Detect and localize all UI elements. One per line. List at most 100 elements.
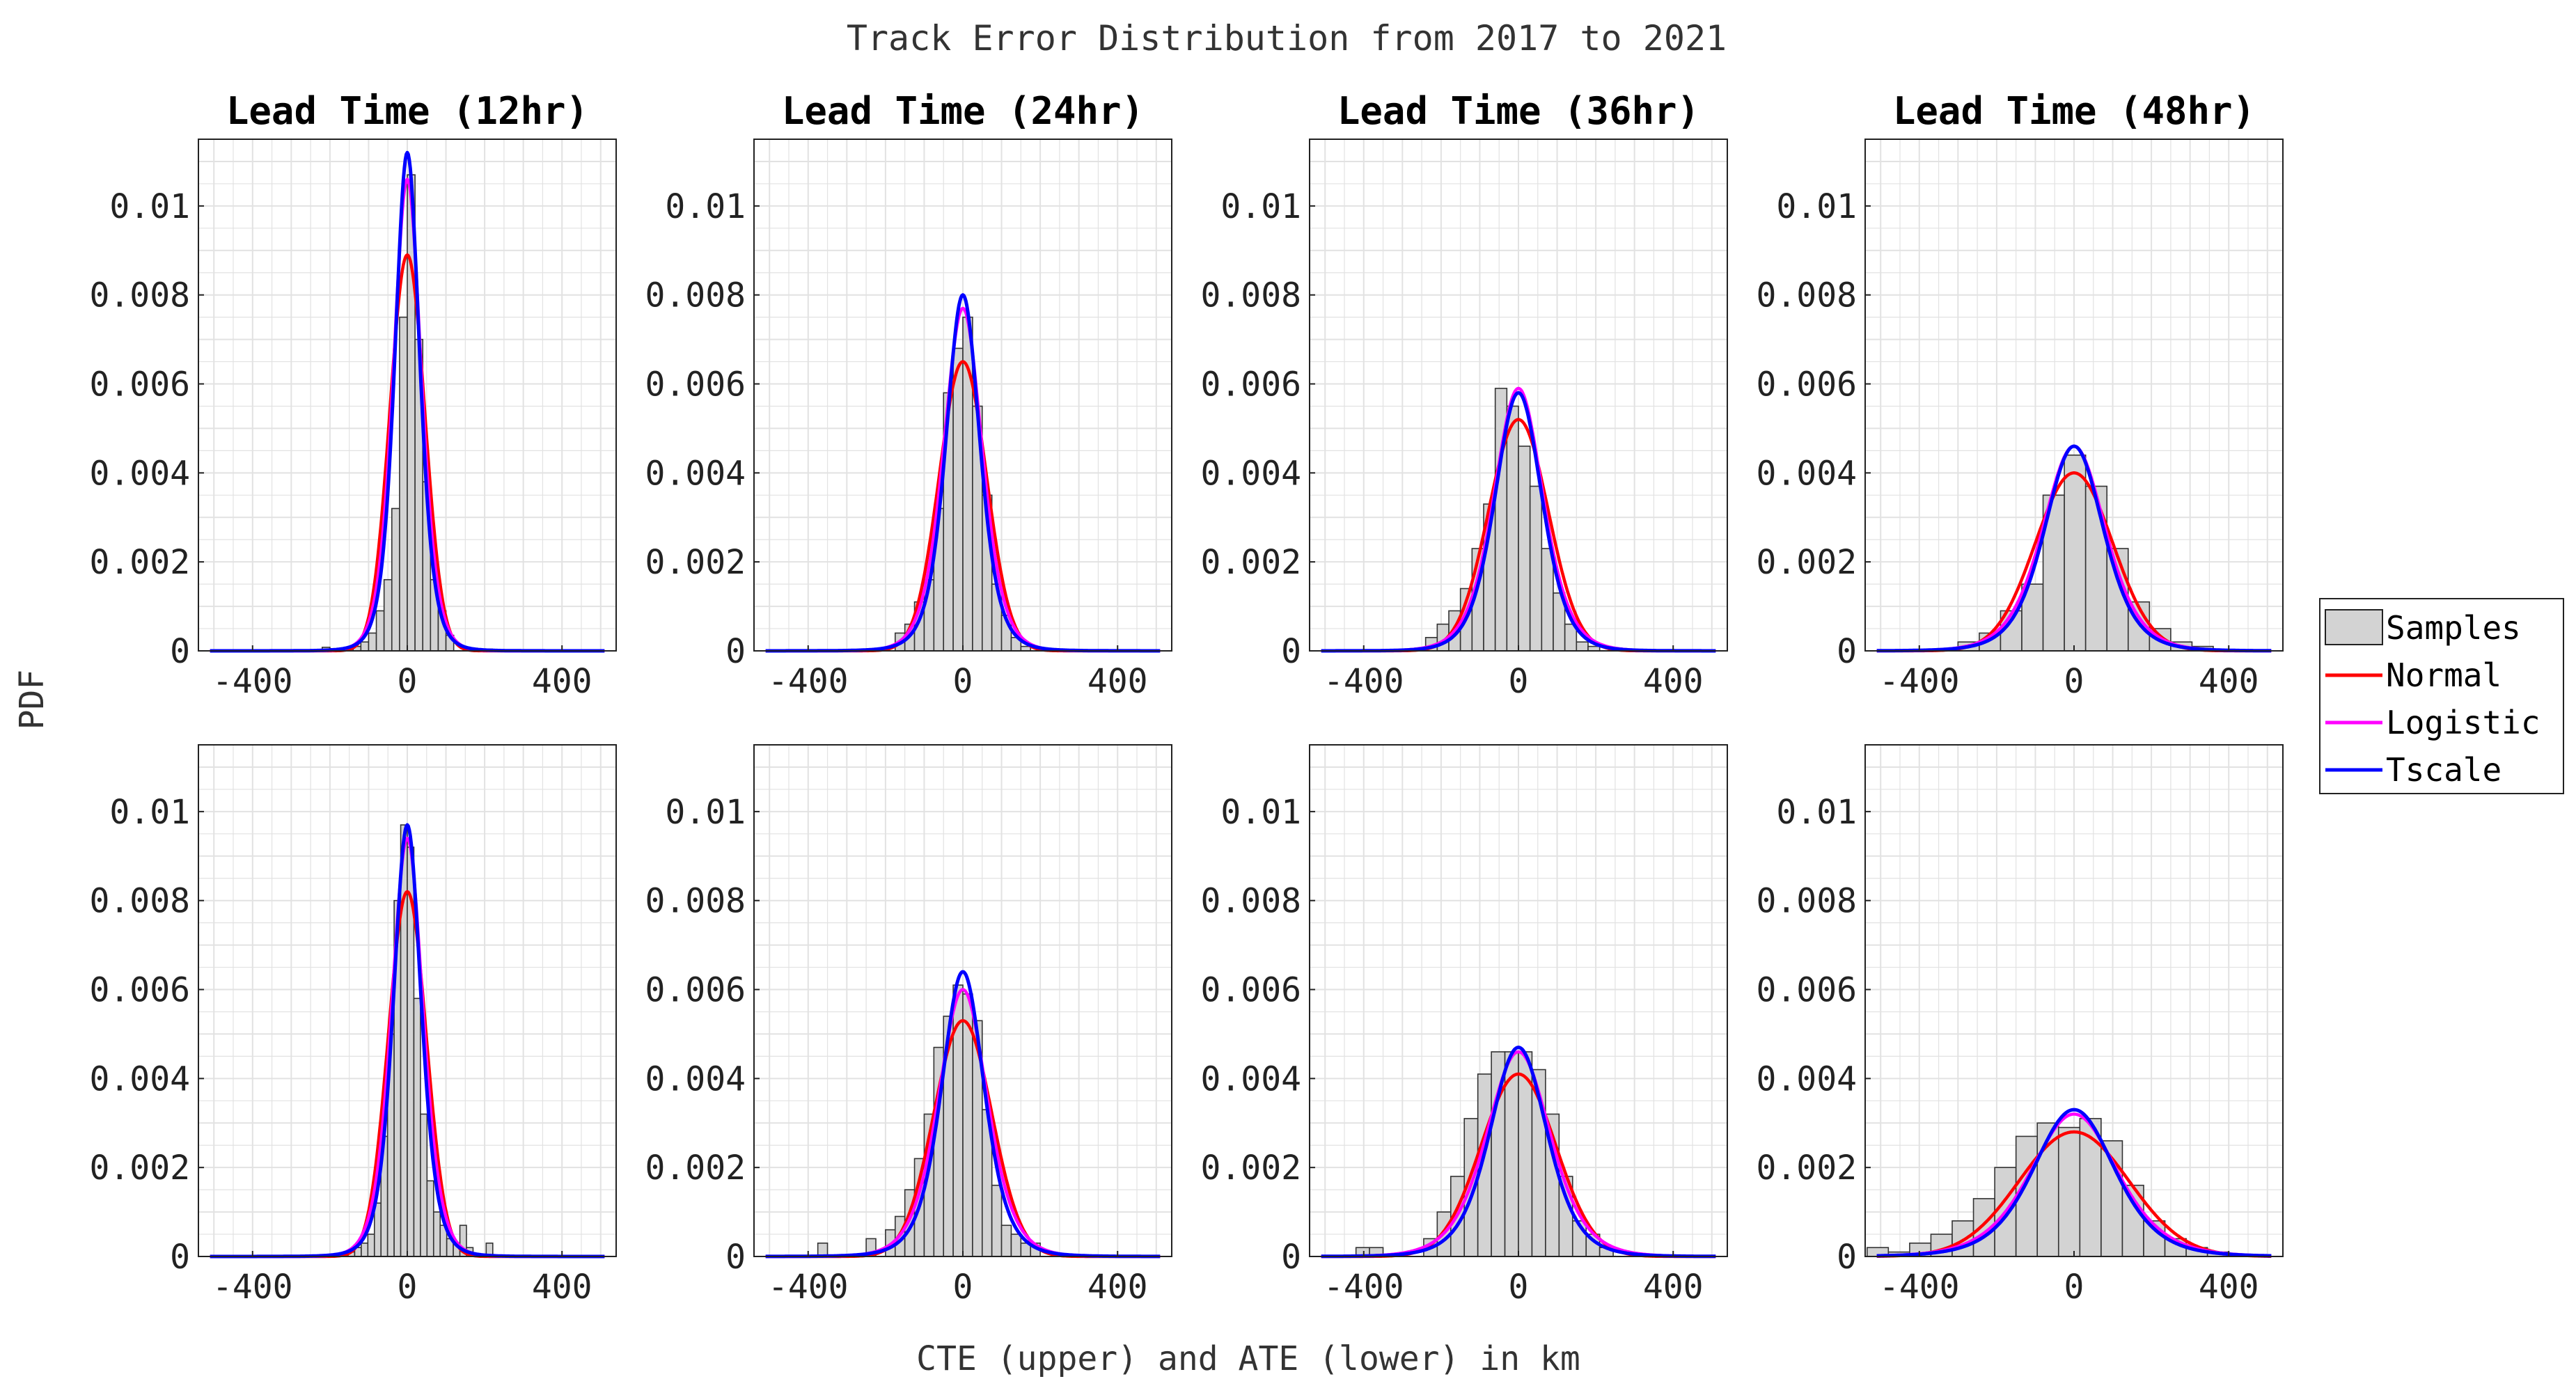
y-tick-label: 0.008: [645, 276, 746, 315]
histogram-bar: [2036, 1122, 2059, 1257]
subplot-grid: 0 0.002 0.004 0.006 0.008 0.01 -400 0 400 Lead Ti…: [90, 89, 2284, 1307]
y-tick-label: 0.008: [90, 276, 191, 315]
y-tick-label: 0.006: [645, 971, 746, 1010]
y-tick-label: 0: [1281, 632, 1301, 671]
histogram-bar: [1576, 641, 1589, 652]
y-tick-label: 0.01: [665, 187, 746, 226]
y-tick-label: 0.002: [645, 1149, 746, 1188]
x-tick-label: -400: [1879, 662, 1960, 701]
legend: Samples Normal Logistic Tscale: [2319, 598, 2564, 794]
legend-label: Samples: [2386, 609, 2521, 647]
x-tick-label: 400: [2199, 662, 2259, 701]
y-tick-label: 0: [170, 632, 190, 671]
x-tick-label: 400: [1087, 662, 1148, 701]
histogram-bar: [361, 1243, 369, 1257]
y-tick-label: 0.006: [1757, 971, 1858, 1010]
histogram-bar: [1506, 405, 1519, 652]
histogram-bar: [391, 507, 400, 652]
histogram-bar: [413, 998, 421, 1257]
subplot-6: 0 0.002 0.004 0.006 0.008 0.01 -400 0 400: [645, 744, 1172, 1307]
figure-title: Track Error Distribution from 2017 to 20…: [847, 18, 1727, 58]
histogram-bar: [1518, 446, 1531, 652]
histogram-bar: [952, 347, 964, 652]
histogram-bar: [2057, 1126, 2081, 1257]
histogram-bar: [426, 1180, 434, 1257]
legend-swatch-samples: [2325, 609, 2383, 645]
y-tick-label: 0: [1837, 632, 1857, 671]
x-tick-label: -400: [1324, 662, 1404, 701]
x-tick-label: 400: [532, 662, 592, 701]
y-tick-label: 0.002: [1757, 1149, 1858, 1188]
histogram-bar: [432, 1211, 441, 1257]
y-tick-label: 0.002: [1757, 543, 1858, 582]
x-tick-label: 0: [953, 662, 973, 701]
legend-label: Tscale: [2386, 751, 2502, 789]
legend-label: Normal: [2386, 656, 2502, 694]
subplot-5: 0 0.002 0.004 0.006 0.008 0.01 -400 0 400: [90, 744, 617, 1307]
y-tick-label: 0.01: [1220, 793, 1301, 832]
curve-tscale: [1320, 1046, 1717, 1259]
curve-tscale: [1876, 444, 2272, 653]
histogram-bar: [400, 824, 408, 1257]
y-tick-label: 0.006: [90, 365, 191, 404]
y-tick-label: 0.002: [645, 543, 746, 582]
y-tick-label: 0.008: [1757, 276, 1858, 315]
curve-tscale: [1876, 1108, 2272, 1258]
y-tick-label: 0.004: [90, 1059, 191, 1098]
histogram-bar: [375, 610, 385, 652]
histogram-bar: [991, 1184, 1003, 1257]
y-tick-label: 0: [170, 1238, 190, 1277]
y-tick-label: 0: [725, 632, 746, 671]
y-tick-label: 0.008: [1201, 882, 1302, 921]
histogram-bar: [2084, 485, 2108, 652]
x-tick-label: -400: [768, 662, 849, 701]
x-axis-label: CTE (upper) and ATE (lower) in km: [916, 1339, 1580, 1378]
subplot-3: 0 0.002 0.004 0.006 0.008 0.01 -400 0 400 Lead Ti…: [1201, 89, 1728, 701]
y-tick-label: 0.01: [1220, 187, 1301, 226]
y-tick-label: 0.004: [1201, 1059, 1302, 1098]
x-tick-label: 0: [1509, 1268, 1529, 1307]
x-tick-label: -400: [1324, 1268, 1404, 1307]
x-tick-label: 400: [1643, 1268, 1704, 1307]
x-tick-label: 0: [398, 662, 418, 701]
y-tick-label: 0.01: [665, 793, 746, 832]
x-tick-label: -400: [768, 1268, 849, 1307]
histogram-bar: [360, 641, 370, 652]
y-tick-label: 0.004: [1757, 454, 1858, 493]
x-tick-label: 0: [953, 1268, 973, 1307]
y-tick-label: 0.002: [90, 543, 191, 582]
y-tick-label: 0: [1281, 1238, 1301, 1277]
x-tick-label: 0: [2064, 662, 2084, 701]
y-tick-label: 0.006: [90, 971, 191, 1010]
y-tick-label: 0.002: [90, 1149, 191, 1188]
histogram-bar: [420, 1113, 428, 1257]
histogram-bar: [368, 632, 377, 652]
y-tick-label: 0: [1837, 1238, 1857, 1277]
y-tick-label: 0.004: [645, 454, 746, 493]
histogram-bar: [383, 578, 393, 652]
y-tick-label: 0.008: [1201, 276, 1302, 315]
y-tick-label: 0.01: [1776, 793, 1857, 832]
subplot-title: Lead Time (36hr): [1337, 89, 1699, 133]
histogram-bar: [1000, 1224, 1012, 1257]
subplot-1: 0 0.002 0.004 0.006 0.008 0.01 -400 0 400 Lead Ti…: [90, 89, 617, 701]
y-tick-label: 0.006: [645, 365, 746, 404]
x-tick-label: -400: [212, 662, 293, 701]
x-tick-label: 400: [2199, 1268, 2259, 1307]
y-tick-label: 0.008: [1757, 882, 1858, 921]
y-tick-label: 0.008: [90, 882, 191, 921]
subplot-4: 0 0.002 0.004 0.006 0.008 0.01 -400 0 400 Lead Ti…: [1757, 89, 2284, 701]
x-tick-label: 400: [532, 1268, 592, 1307]
subplot-title: Lead Time (24hr): [782, 89, 1144, 133]
y-tick-label: 0.002: [1201, 1149, 1302, 1188]
y-tick-label: 0: [725, 1238, 746, 1277]
subplot-title: Lead Time (12hr): [226, 89, 588, 133]
y-tick-label: 0.01: [109, 793, 190, 832]
x-tick-label: 400: [1643, 662, 1704, 701]
x-tick-label: -400: [212, 1268, 293, 1307]
y-axis-label: PDF: [13, 670, 52, 730]
y-tick-label: 0.002: [1201, 543, 1302, 582]
histogram-bar: [373, 1202, 382, 1257]
x-tick-label: 0: [1509, 662, 1529, 701]
